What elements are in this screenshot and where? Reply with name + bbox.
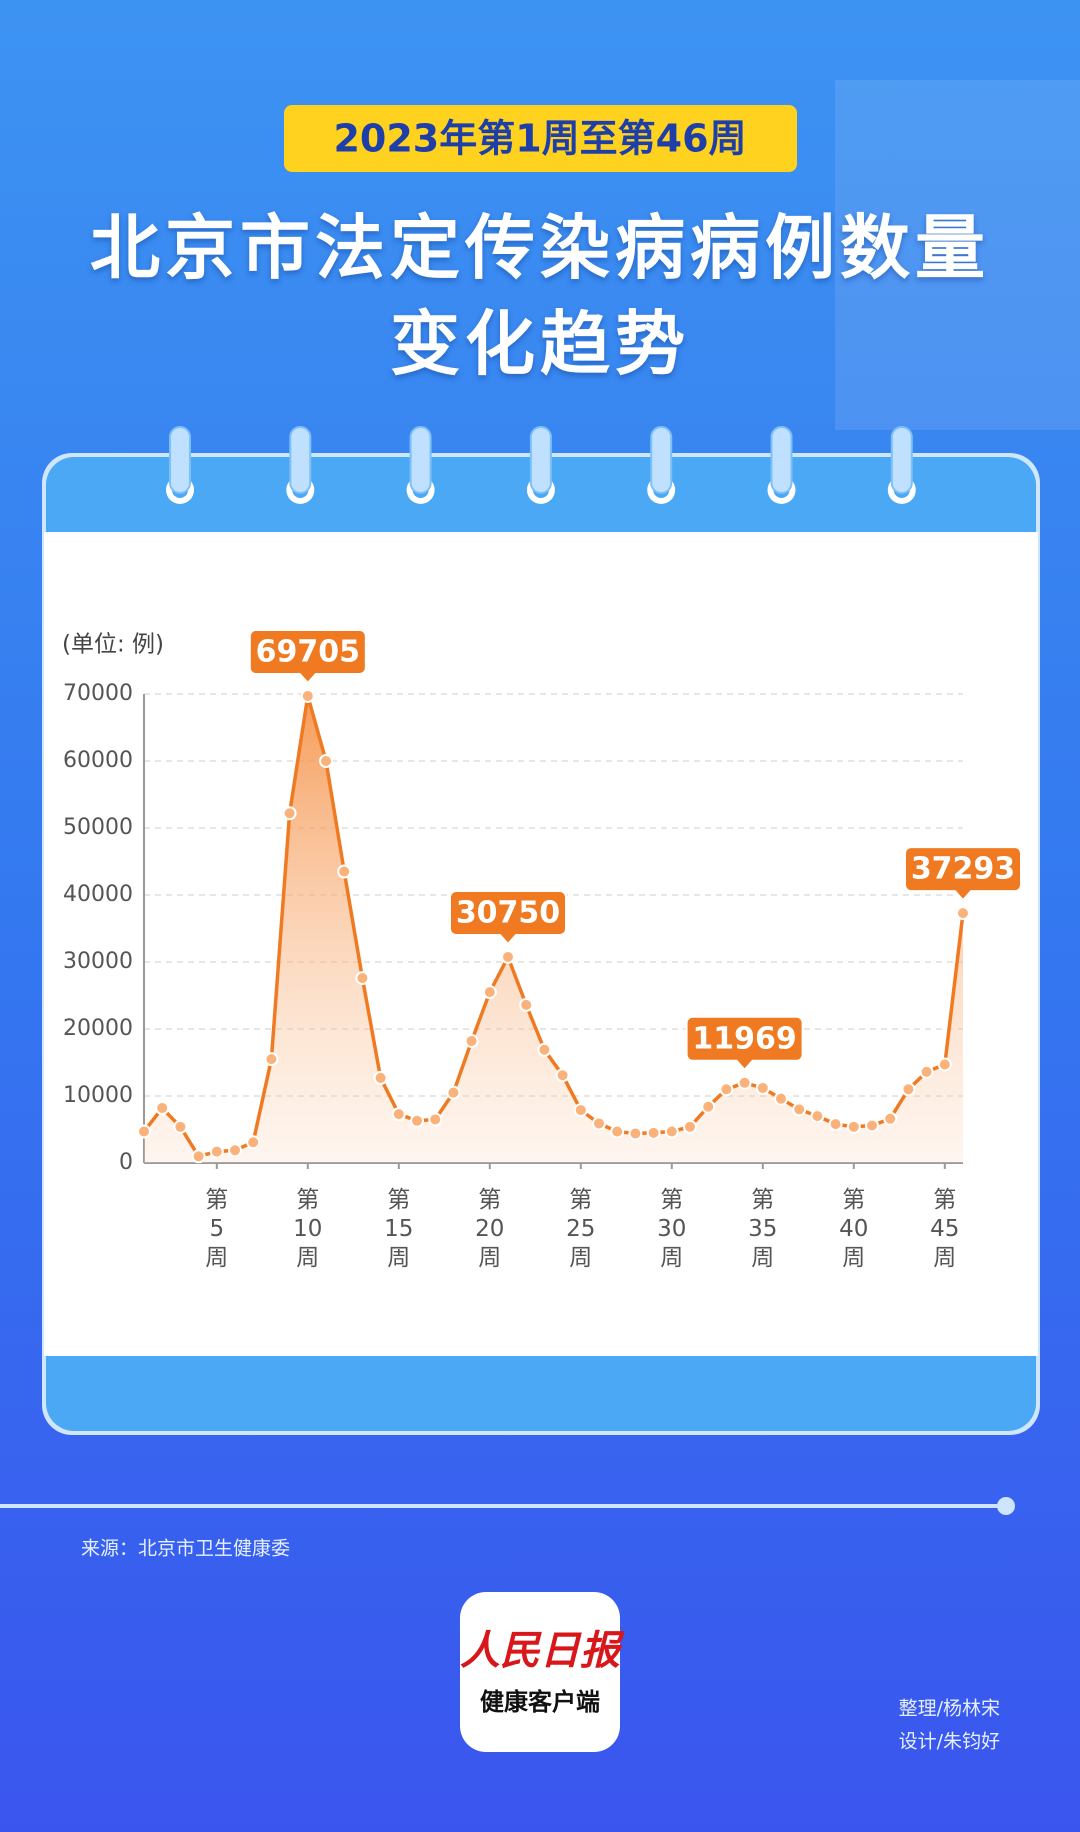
- y-tick-label: 40000: [63, 882, 133, 907]
- point: [755, 1080, 770, 1095]
- y-tick-label: 70000: [63, 681, 133, 706]
- point: [664, 1124, 679, 1139]
- point: [774, 1091, 788, 1106]
- point: [937, 1057, 952, 1072]
- point: [901, 1082, 916, 1097]
- point: [137, 1124, 151, 1139]
- point: [191, 1149, 206, 1164]
- point: [373, 1070, 388, 1085]
- point: [501, 949, 515, 964]
- title: 北京市法定传染病病例数量变化趋势: [90, 207, 990, 385]
- point: [719, 1082, 734, 1097]
- point: [300, 688, 315, 703]
- logo-box: [460, 1592, 620, 1752]
- point: [737, 1075, 752, 1090]
- y-tick-label: 20000: [63, 1016, 133, 1041]
- badge-text: 2023年第1周至第46周: [333, 117, 746, 161]
- point: [792, 1102, 807, 1117]
- card-body: [44, 532, 1038, 1356]
- credit: 整理/杨林宋: [899, 1698, 1000, 1720]
- point: [865, 1118, 879, 1133]
- source: 来源：北京市卫生健康委: [81, 1538, 290, 1560]
- ring: [890, 426, 913, 494]
- y-tick-label: 10000: [63, 1083, 133, 1108]
- label-box: [449, 889, 567, 946]
- y-tick-label: 30000: [63, 949, 133, 974]
- point: [319, 754, 333, 768]
- point: [410, 1113, 424, 1128]
- label-box: [685, 1015, 804, 1072]
- unit-label: (单位: 例): [62, 632, 164, 658]
- x-tick-label: 第 45 周: [930, 1187, 960, 1271]
- label-box: [904, 846, 1022, 902]
- point: [246, 1135, 261, 1150]
- line: [142, 694, 965, 1159]
- x-tick-label: 第 15 周: [384, 1187, 414, 1271]
- point: [282, 806, 297, 821]
- x-tick-label: 第 20 周: [475, 1187, 505, 1271]
- y-tick-label: 60000: [63, 748, 133, 773]
- point: [683, 1119, 697, 1134]
- value-label: 37293: [911, 852, 1015, 887]
- logo-name: 人民日报: [460, 1628, 625, 1673]
- x-tick-label: 第 40 周: [839, 1187, 869, 1271]
- x-tick-label: 第 25 周: [566, 1187, 596, 1271]
- point: [810, 1109, 825, 1124]
- point: [592, 1116, 606, 1131]
- ring: [770, 426, 793, 494]
- deco-doc: [835, 80, 1080, 430]
- x-tick-label: 第 30 周: [657, 1187, 687, 1271]
- point: [628, 1126, 643, 1141]
- y-tick-label: 50000: [63, 815, 133, 840]
- point: [228, 1143, 242, 1158]
- timeline-dot: [997, 1497, 1015, 1515]
- ring: [650, 426, 673, 494]
- x-tick-label: 第 10 周: [293, 1187, 323, 1271]
- point: [646, 1125, 661, 1140]
- point: [519, 997, 534, 1012]
- point: [610, 1124, 625, 1139]
- point: [701, 1099, 716, 1114]
- x-tick-label: 第 35 周: [748, 1187, 778, 1271]
- point: [573, 1103, 588, 1118]
- ring: [169, 426, 191, 494]
- area: [144, 696, 963, 1163]
- rings: [166, 426, 916, 504]
- y-tick-label: 0: [119, 1150, 133, 1175]
- point: [209, 1144, 224, 1159]
- value-label: 30750: [456, 895, 560, 930]
- point: [428, 1112, 443, 1127]
- point: [155, 1101, 170, 1116]
- label-box: [248, 628, 367, 685]
- point: [846, 1119, 861, 1134]
- point: [555, 1068, 570, 1083]
- badge: [284, 105, 797, 172]
- point: [264, 1052, 279, 1067]
- point: [173, 1119, 188, 1134]
- ring: [289, 426, 312, 494]
- point: [464, 1034, 479, 1049]
- point: [446, 1085, 461, 1100]
- value-label: 11969: [692, 1021, 796, 1056]
- point: [537, 1042, 552, 1057]
- ring: [529, 426, 552, 494]
- point: [956, 906, 970, 921]
- value-label: 69705: [256, 634, 360, 669]
- point: [355, 971, 370, 986]
- point: [883, 1111, 898, 1126]
- credit: 设计/朱钧好: [899, 1731, 1000, 1753]
- point: [828, 1117, 843, 1132]
- point: [337, 864, 352, 879]
- point: [919, 1064, 934, 1079]
- x-tick-label: 第 5 周: [205, 1187, 229, 1271]
- point: [391, 1107, 406, 1122]
- logo-sub: 健康客户端: [480, 1688, 600, 1716]
- ring: [409, 426, 432, 494]
- point: [482, 985, 497, 1000]
